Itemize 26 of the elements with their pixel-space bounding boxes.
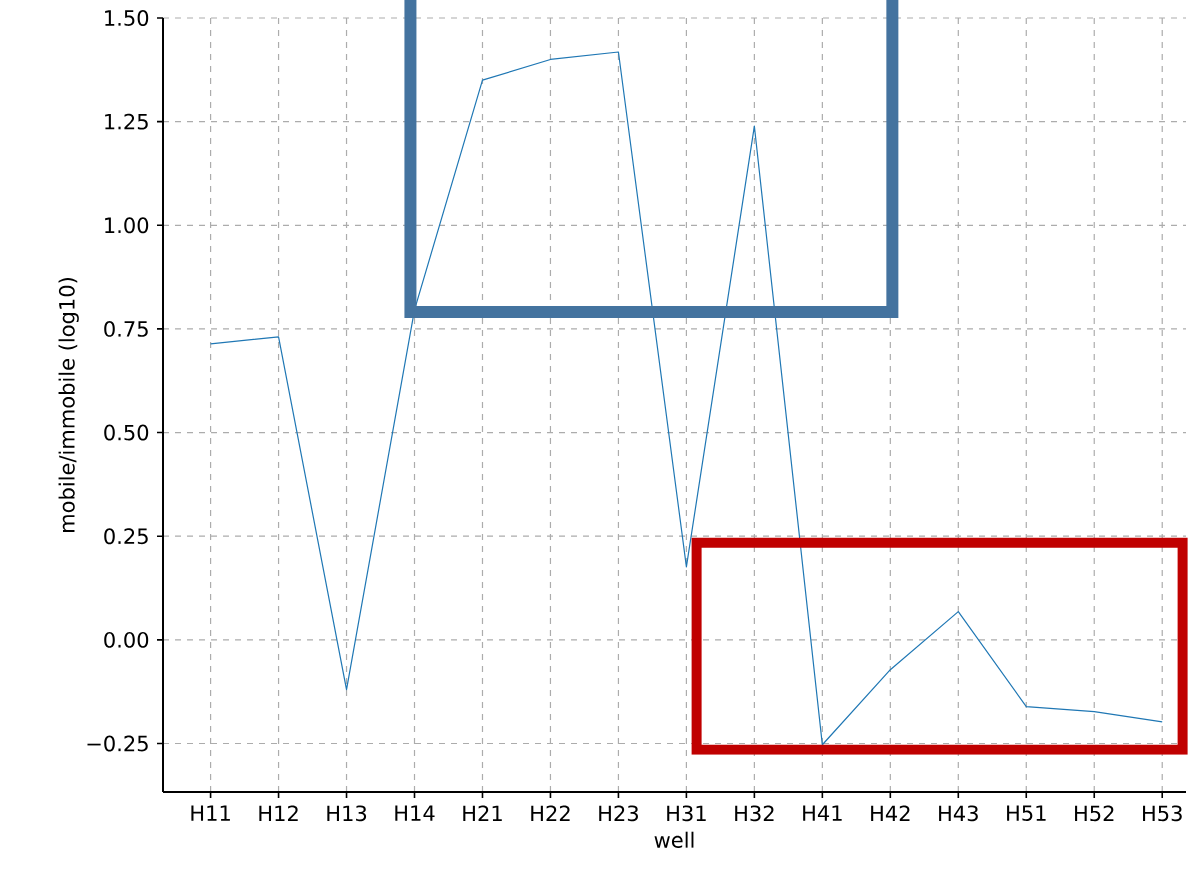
y-tick-label: 0.75 xyxy=(104,320,148,337)
x-tick-label: H31 xyxy=(667,805,706,822)
y-tick-label: 1.00 xyxy=(105,217,149,234)
y-tick-label: 0.50 xyxy=(104,424,149,441)
y-axis-title: mobile/immobile (log10) xyxy=(58,277,79,532)
x-tick-label: H52 xyxy=(1075,805,1114,822)
x-tick-label: H21 xyxy=(463,805,502,821)
y-tick-label: 1.50 xyxy=(105,10,149,26)
x-tick-label: H53 xyxy=(1143,805,1182,822)
x-tick-label: H22 xyxy=(531,805,570,821)
x-tick-label: H41 xyxy=(803,805,842,821)
x-tick-label: H11 xyxy=(191,805,230,821)
x-tick-label: H42 xyxy=(871,805,910,821)
x-tick-label: H12 xyxy=(259,805,298,821)
y-tick-label: 1.25 xyxy=(105,113,148,130)
x-tick-label: H14 xyxy=(395,805,435,821)
x-tick-label: H51 xyxy=(1007,805,1046,821)
y-tick-label: −0.25 xyxy=(87,735,148,752)
x-axis-title: well xyxy=(654,831,694,848)
y-tick-label: 0.00 xyxy=(104,631,149,648)
x-tick-label: H13 xyxy=(327,805,367,822)
y-tick-label: 0.25 xyxy=(104,528,148,545)
x-tick-label: H23 xyxy=(599,805,638,822)
x-tick-label: H43 xyxy=(939,805,978,822)
line-series xyxy=(209,51,1163,746)
x-tick-label: H32 xyxy=(735,805,774,822)
